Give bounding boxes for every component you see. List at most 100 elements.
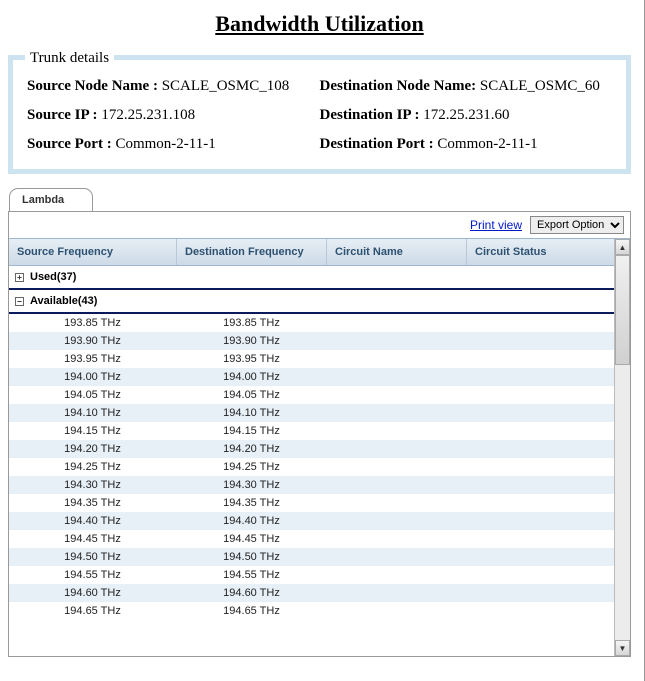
cell-status	[467, 368, 614, 386]
col-circuit-status[interactable]: Circuit Status	[467, 239, 614, 265]
src-ip-value: 172.25.231.108	[101, 107, 195, 123]
table-row[interactable]: 194.60 THz194.60 THz	[9, 584, 614, 602]
cell-dst: 194.55 THz	[177, 566, 327, 584]
table-row[interactable]: 194.10 THz194.10 THz	[9, 404, 614, 422]
cell-name	[327, 368, 467, 386]
cell-name	[327, 458, 467, 476]
table-row[interactable]: 194.45 THz194.45 THz	[9, 530, 614, 548]
cell-status	[467, 440, 614, 458]
cell-dst: 194.50 THz	[177, 548, 327, 566]
cell-status	[467, 530, 614, 548]
grid-rows: 193.85 THz193.85 THz193.90 THz193.90 THz…	[9, 314, 614, 620]
table-row[interactable]: 193.85 THz193.85 THz	[9, 314, 614, 332]
cell-name	[327, 404, 467, 422]
cell-dst: 193.90 THz	[177, 332, 327, 350]
table-row[interactable]: 194.00 THz194.00 THz	[9, 368, 614, 386]
table-row[interactable]: 194.25 THz194.25 THz	[9, 458, 614, 476]
panel-toolbar: Print view Export Option	[9, 212, 630, 238]
trunk-col-dest: Destination Node Name: SCALE_OSMC_60 Des…	[320, 74, 613, 155]
cell-src: 194.15 THz	[9, 422, 177, 440]
cell-name	[327, 332, 467, 350]
col-destination-frequency[interactable]: Destination Frequency	[177, 239, 327, 265]
page-title: Bandwidth Utilization	[5, 11, 634, 37]
cell-status	[467, 566, 614, 584]
cell-status	[467, 350, 614, 368]
cell-dst: 194.40 THz	[177, 512, 327, 530]
cell-status	[467, 512, 614, 530]
cell-status	[467, 476, 614, 494]
cell-dst: 194.30 THz	[177, 476, 327, 494]
cell-name	[327, 566, 467, 584]
table-row[interactable]: 194.40 THz194.40 THz	[9, 512, 614, 530]
src-ip-label: Source IP :	[27, 107, 98, 123]
src-port-label: Source Port :	[27, 136, 112, 152]
grid-body: Source Frequency Destination Frequency C…	[9, 239, 614, 656]
cell-name	[327, 386, 467, 404]
table-row[interactable]: 194.20 THz194.20 THz	[9, 440, 614, 458]
cell-src: 194.20 THz	[9, 440, 177, 458]
table-row[interactable]: 194.05 THz194.05 THz	[9, 386, 614, 404]
dst-port-value: Common-2-11-1	[437, 136, 537, 152]
print-view-link[interactable]: Print view	[470, 218, 522, 232]
cell-dst: 194.00 THz	[177, 368, 327, 386]
cell-status	[467, 458, 614, 476]
cell-status	[467, 548, 614, 566]
cell-dst: 194.05 THz	[177, 386, 327, 404]
cell-status	[467, 314, 614, 332]
dst-node-value: SCALE_OSMC_60	[480, 78, 600, 94]
cell-src: 194.30 THz	[9, 476, 177, 494]
vertical-scrollbar[interactable]: ▲ ▼	[614, 239, 630, 656]
cell-src: 193.95 THz	[9, 350, 177, 368]
trunk-col-source: Source Node Name : SCALE_OSMC_108 Source…	[27, 74, 320, 155]
grid-panel: Print view Export Option Source Frequenc…	[8, 211, 631, 657]
cell-src: 194.40 THz	[9, 512, 177, 530]
cell-status	[467, 386, 614, 404]
trunk-legend: Trunk details	[25, 50, 114, 67]
cell-dst: 194.15 THz	[177, 422, 327, 440]
table-row[interactable]: 194.55 THz194.55 THz	[9, 566, 614, 584]
group-available[interactable]: − Available(43)	[9, 290, 614, 314]
cell-dst: 194.35 THz	[177, 494, 327, 512]
cell-src: 194.45 THz	[9, 530, 177, 548]
col-source-frequency[interactable]: Source Frequency	[9, 239, 177, 265]
cell-status	[467, 602, 614, 620]
dst-node-label: Destination Node Name:	[320, 78, 477, 94]
src-node-value: SCALE_OSMC_108	[162, 78, 290, 94]
cell-name	[327, 476, 467, 494]
cell-src: 194.35 THz	[9, 494, 177, 512]
cell-src: 194.05 THz	[9, 386, 177, 404]
table-row[interactable]: 194.15 THz194.15 THz	[9, 422, 614, 440]
cell-dst: 194.20 THz	[177, 440, 327, 458]
col-circuit-name[interactable]: Circuit Name	[327, 239, 467, 265]
group-used-label: Used(37)	[30, 271, 76, 283]
table-row[interactable]: 194.65 THz194.65 THz	[9, 602, 614, 620]
cell-name	[327, 314, 467, 332]
group-used[interactable]: + Used(37)	[9, 266, 614, 290]
table-row[interactable]: 193.90 THz193.90 THz	[9, 332, 614, 350]
cell-dst: 194.45 THz	[177, 530, 327, 548]
cell-src: 194.55 THz	[9, 566, 177, 584]
table-row[interactable]: 194.50 THz194.50 THz	[9, 548, 614, 566]
src-port-value: Common-2-11-1	[115, 136, 215, 152]
scroll-down-button[interactable]: ▼	[615, 640, 630, 656]
cell-src: 194.10 THz	[9, 404, 177, 422]
tab-lambda[interactable]: Lambda	[9, 188, 93, 211]
cell-status	[467, 494, 614, 512]
scroll-up-button[interactable]: ▲	[615, 239, 630, 255]
export-option-select[interactable]: Export Option	[530, 216, 624, 234]
cell-name	[327, 584, 467, 602]
grid-wrap: Source Frequency Destination Frequency C…	[9, 238, 630, 656]
scroll-thumb[interactable]	[615, 255, 630, 365]
src-node-label: Source Node Name :	[27, 78, 158, 94]
cell-status	[467, 584, 614, 602]
cell-dst: 193.85 THz	[177, 314, 327, 332]
table-row[interactable]: 193.95 THz193.95 THz	[9, 350, 614, 368]
grid-header-row: Source Frequency Destination Frequency C…	[9, 239, 614, 266]
cell-name	[327, 530, 467, 548]
table-row[interactable]: 194.35 THz194.35 THz	[9, 494, 614, 512]
scroll-track[interactable]	[615, 255, 630, 640]
trunk-details-box: Trunk details Source Node Name : SCALE_O…	[8, 55, 631, 174]
dst-port-label: Destination Port :	[320, 136, 434, 152]
cell-name	[327, 440, 467, 458]
table-row[interactable]: 194.30 THz194.30 THz	[9, 476, 614, 494]
